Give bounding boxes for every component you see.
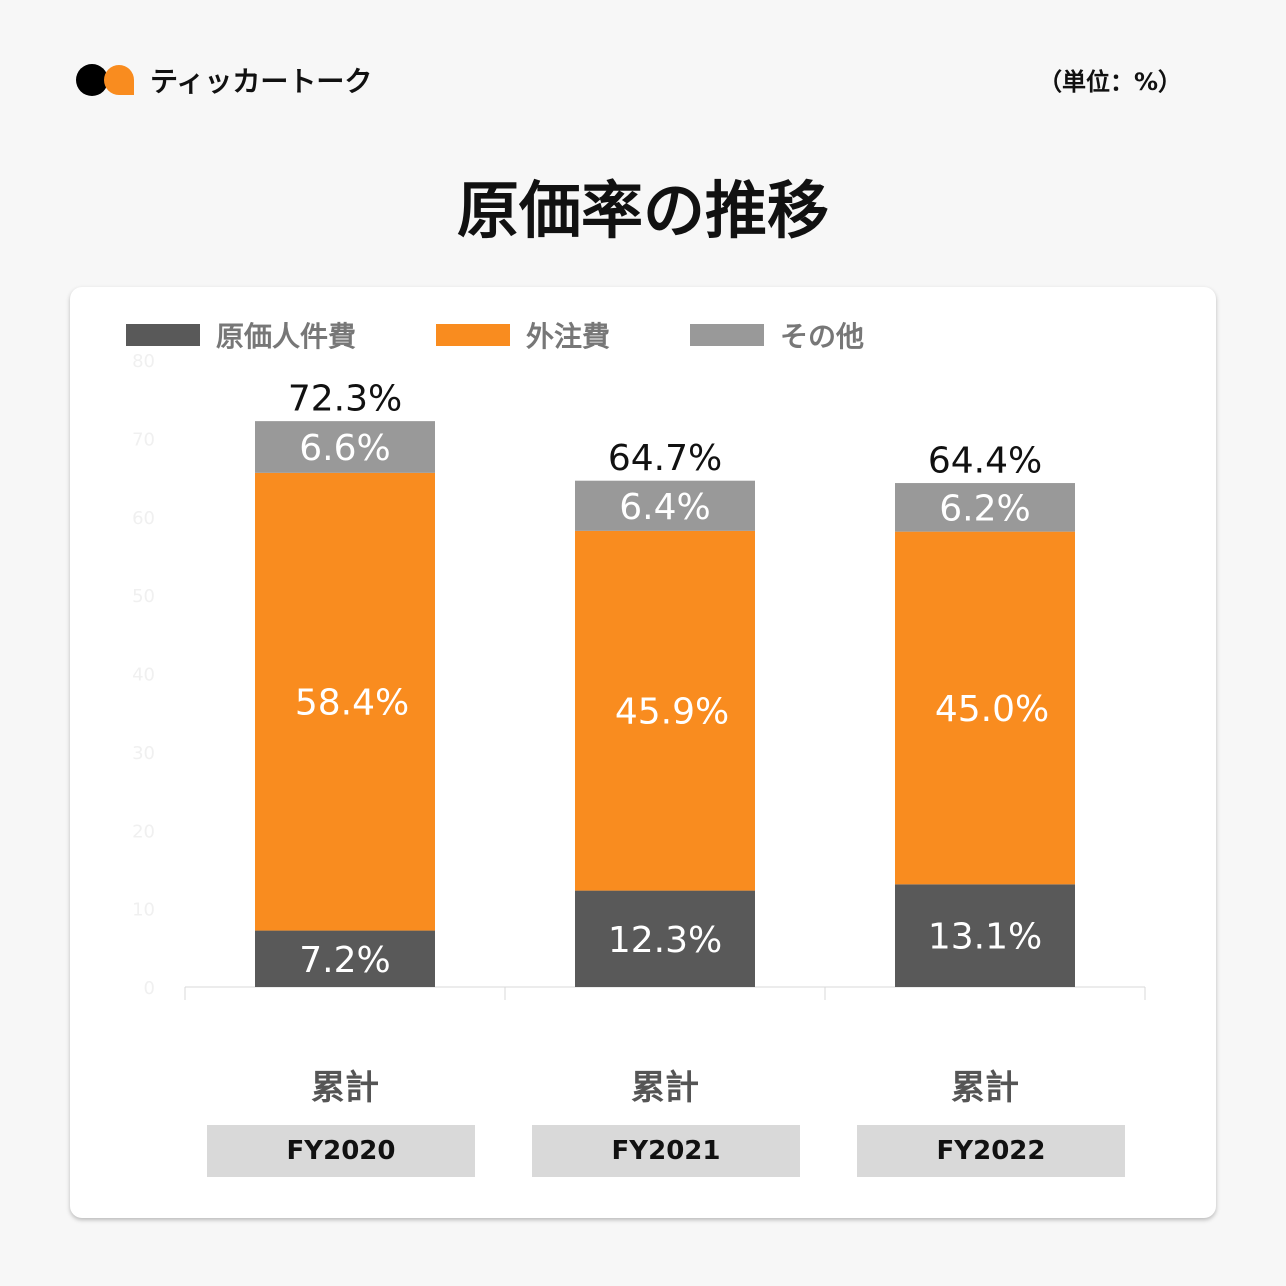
data-label: 7.2% [299, 940, 390, 981]
y-tick-label: 70 [132, 429, 155, 450]
legend: 原価人件費 外注費 その他 [126, 315, 944, 355]
total-label: 64.7% [608, 438, 722, 479]
y-tick-label: 50 [132, 586, 155, 607]
category-sublabel: 累計 [951, 1068, 1019, 1108]
bar-segment [255, 930, 435, 987]
brand-name: ティッカートーク [150, 65, 373, 98]
logo-circle-icon [76, 64, 108, 96]
category-label: FY2020 [207, 1125, 475, 1177]
y-tick-label: 40 [132, 665, 155, 686]
data-label: 6.2% [939, 488, 1030, 529]
legend-label: その他 [780, 320, 865, 353]
page-title: 原価率の推移 [456, 174, 829, 247]
bar-segment [255, 472, 435, 931]
y-tick-label: 80 [132, 351, 155, 372]
bar-segment [575, 530, 755, 891]
total-label: 64.4% [928, 440, 1042, 481]
brand-logo: ティッカートーク [76, 60, 372, 100]
data-label: 12.3% [608, 920, 722, 961]
logo-bubble-icon [104, 65, 134, 95]
legend-swatch [126, 324, 200, 346]
data-label: 58.4% [295, 683, 409, 724]
unit-label: （単位：%） [1037, 68, 1182, 96]
data-label: 45.0% [935, 689, 1049, 730]
category-label: FY2022 [857, 1125, 1125, 1177]
bar-segment [255, 421, 435, 473]
y-tick-label: 60 [132, 508, 155, 529]
total-label: 72.3% [288, 378, 402, 419]
legend-swatch [690, 324, 765, 346]
bar-segment [575, 480, 755, 531]
legend-label: 外注費 [526, 320, 611, 353]
legend-label: 原価人件費 [216, 320, 357, 353]
y-tick-label: 30 [132, 743, 155, 764]
legend-item-outsourcing: 外注費 [436, 315, 610, 355]
data-label: 13.1% [928, 917, 1042, 958]
data-label: 45.9% [615, 692, 729, 733]
category-sublabel: 累計 [311, 1068, 379, 1108]
bar-segment [895, 884, 1075, 987]
y-tick-label: 20 [132, 821, 155, 842]
bar-segment [575, 890, 755, 987]
legend-swatch [436, 324, 511, 346]
bar-segment [895, 531, 1075, 885]
category-sublabel: 累計 [631, 1068, 699, 1108]
legend-item-labor: 原価人件費 [126, 315, 356, 355]
category-label: FY2021 [532, 1125, 800, 1177]
y-tick-label: 0 [144, 978, 155, 999]
data-label: 6.6% [299, 428, 390, 469]
legend-item-other: その他 [690, 315, 864, 355]
y-tick-label: 10 [132, 900, 155, 921]
data-label: 6.4% [619, 487, 710, 528]
bar-segment [895, 483, 1075, 532]
